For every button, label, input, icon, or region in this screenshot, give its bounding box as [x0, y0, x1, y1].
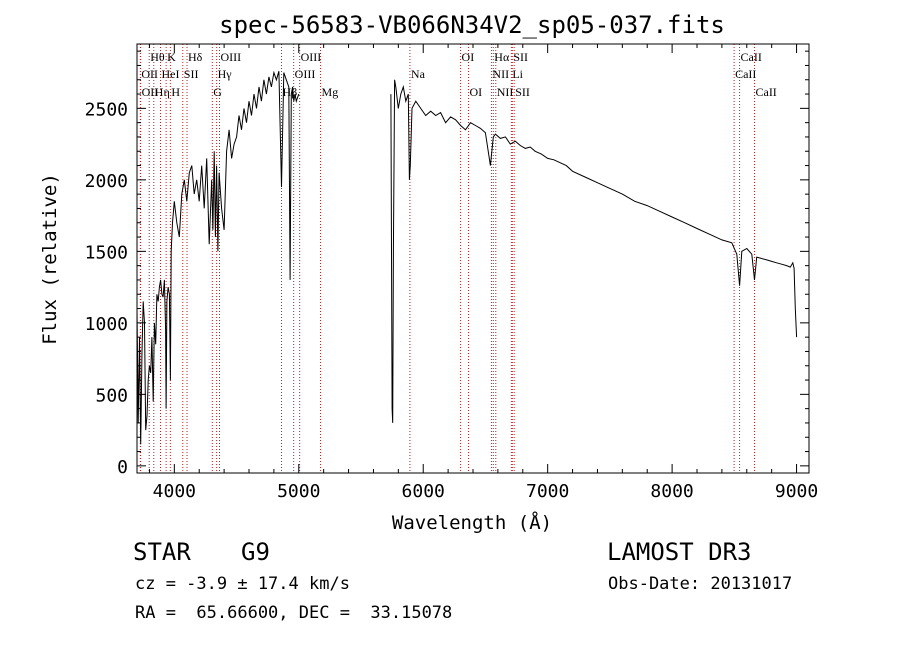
line-label: SII: [513, 50, 528, 64]
line-label: Hδ: [188, 50, 203, 64]
object-class: STAR: [133, 538, 191, 566]
line-label: CaII: [755, 85, 776, 99]
line-label: NII: [497, 85, 514, 99]
redshift-velocity: cz = -3.9 ± 17.4 km/s: [135, 574, 350, 594]
line-label: Hθ: [150, 50, 165, 64]
y-tick-label: 1500: [85, 242, 128, 263]
x-tick-label: 9000: [775, 481, 818, 502]
line-label: OIII: [221, 50, 242, 64]
spectrum-line-segment: [390, 79, 798, 423]
plot-frame: [136, 43, 810, 474]
line-label: Hη: [155, 85, 170, 99]
line-label: SII: [184, 67, 199, 81]
object-subclass: G9: [241, 538, 270, 566]
line-label: OII: [141, 67, 158, 81]
line-label: OIII: [295, 67, 316, 81]
y-tick-label: 2000: [85, 171, 128, 192]
spectral-line-markers: [139, 44, 755, 473]
x-tick-label: 6000: [402, 481, 445, 502]
x-tick-label: 7000: [526, 481, 569, 502]
line-label: OI: [462, 50, 475, 64]
line-label: H: [171, 85, 180, 99]
line-label: G: [213, 85, 222, 99]
line-label: Hγ: [218, 67, 233, 81]
coordinates: RA = 65.66600, DEC = 33.15078: [135, 603, 453, 623]
line-label: K: [167, 50, 176, 64]
y-tick-label: 1000: [85, 314, 128, 335]
x-axis: 4000 5000 6000 7000 8000 9000: [148, 44, 818, 502]
x-tick-label: 8000: [650, 481, 693, 502]
line-label: Mg: [322, 85, 339, 99]
line-label: Hα: [494, 50, 510, 64]
x-tick-label: 5000: [277, 481, 320, 502]
line-label: Na: [411, 67, 426, 81]
y-axis-label: Flux (relative): [39, 173, 61, 345]
observation-date: Obs-Date: 20131017: [608, 574, 793, 594]
y-tick-label: 0: [117, 457, 128, 478]
y-axis: 0 500 1000 1500 2000 2500: [85, 50, 809, 478]
x-axis-label: Wavelength (Å): [392, 511, 552, 534]
line-label: OI: [470, 85, 483, 99]
survey-name: LAMOST DR3: [607, 538, 752, 566]
y-tick-label: 500: [95, 385, 128, 406]
chart-title: spec-56583-VB066N34V2_sp05-037.fits: [219, 11, 725, 39]
line-label: OII: [142, 85, 159, 99]
line-label: HeI: [162, 67, 180, 81]
y-tick-label: 2500: [85, 99, 128, 120]
line-label: SII: [515, 85, 530, 99]
x-tick-label: 4000: [153, 481, 196, 502]
line-label: CaII: [741, 50, 762, 64]
line-label: Li: [512, 67, 523, 81]
line-label: CaII: [735, 67, 756, 81]
line-label: OIII: [301, 50, 322, 64]
line-label: NII: [492, 67, 509, 81]
spectrum-line: [136, 70, 300, 445]
